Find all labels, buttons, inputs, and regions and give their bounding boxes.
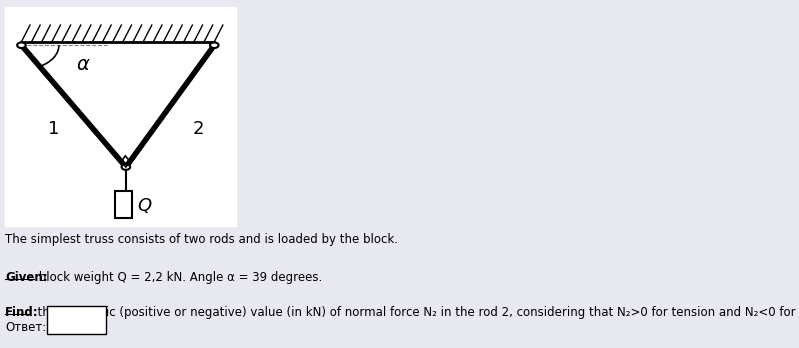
Text: The simplest truss consists of two rods and is loaded by the block.: The simplest truss consists of two rods … bbox=[6, 233, 399, 246]
Text: 1: 1 bbox=[48, 120, 59, 138]
Text: 2: 2 bbox=[193, 120, 204, 138]
FancyBboxPatch shape bbox=[6, 7, 236, 226]
Text: $\alpha$: $\alpha$ bbox=[76, 55, 90, 74]
Circle shape bbox=[210, 42, 219, 48]
Text: $Q$: $Q$ bbox=[137, 196, 152, 215]
Bar bbox=[115, 191, 133, 218]
Text: Find:: Find: bbox=[6, 306, 39, 319]
Text: the algebraic (positive or negative) value (in kN) of normal force N₂ in the rod: the algebraic (positive or negative) val… bbox=[30, 306, 799, 319]
Text: block weight Q = 2,2 kN. Angle α = 39 degrees.: block weight Q = 2,2 kN. Angle α = 39 de… bbox=[35, 271, 323, 284]
Text: Given:: Given: bbox=[6, 271, 48, 284]
Text: Ответ:: Ответ: bbox=[6, 321, 46, 334]
Circle shape bbox=[17, 42, 26, 48]
Bar bbox=[47, 306, 106, 334]
Circle shape bbox=[121, 164, 130, 170]
